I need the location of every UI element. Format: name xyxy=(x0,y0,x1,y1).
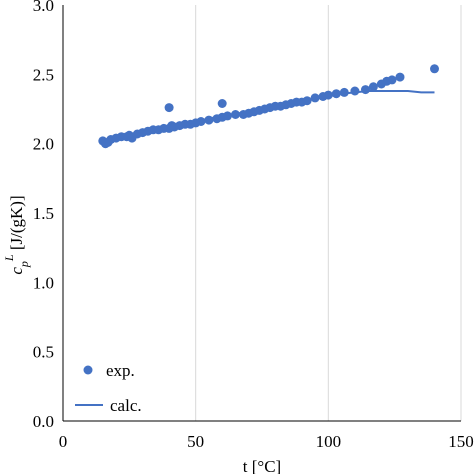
exp-point xyxy=(196,117,206,126)
exp-point xyxy=(339,87,349,97)
x-tick-label-2: 100 xyxy=(316,432,342,451)
y-tick-label-1: 0.5 xyxy=(33,343,54,362)
x-tick-label-0: 0 xyxy=(59,432,68,451)
y-tick-label-6: 3.0 xyxy=(33,0,54,15)
exp-point xyxy=(310,93,320,103)
exp-point xyxy=(350,86,360,96)
exp-series xyxy=(98,64,439,149)
exp-point xyxy=(430,64,439,74)
exp-point xyxy=(331,89,341,99)
tick-labels: 0.0 0.5 1.0 1.5 2.0 2.5 3.0 0 50 100 150 xyxy=(33,0,474,451)
legend-label-calc: calc. xyxy=(110,396,142,415)
exp-point xyxy=(387,75,397,85)
exp-point xyxy=(204,115,214,125)
x-tick-label-3: 150 xyxy=(448,432,474,451)
exp-point xyxy=(361,85,370,95)
exp-point xyxy=(302,96,312,106)
y-tick-label-0: 0.0 xyxy=(33,412,54,431)
y-axis-title: cpL [J/(gK)] xyxy=(2,195,31,274)
y-axis-title-symbol: c xyxy=(7,267,26,275)
y-tick-label-5: 2.5 xyxy=(33,65,54,84)
legend-marker-exp xyxy=(83,365,93,375)
y-tick-label-3: 1.5 xyxy=(33,204,54,223)
exp-point xyxy=(395,72,405,82)
x-tick-label-1: 50 xyxy=(187,432,204,451)
exp-point xyxy=(323,90,333,100)
y-tick-label-4: 2.0 xyxy=(33,135,54,154)
exp-point xyxy=(368,82,378,92)
exp-point xyxy=(217,99,227,108)
y-axis-title-superscript: L xyxy=(2,254,16,262)
exp-point xyxy=(223,111,232,121)
legend-label-exp: exp. xyxy=(106,361,135,380)
legend: exp. calc. xyxy=(75,361,142,415)
gridlines xyxy=(195,5,462,421)
x-axis-title: t [°C] xyxy=(243,457,281,474)
exp-point xyxy=(231,110,240,119)
exp-point xyxy=(164,103,174,113)
y-tick-label-2: 1.0 xyxy=(33,273,54,292)
y-axis-title-subscript: p xyxy=(17,261,31,268)
axes xyxy=(62,5,461,422)
y-axis-title-unit: [J/(gK)] xyxy=(7,195,26,254)
